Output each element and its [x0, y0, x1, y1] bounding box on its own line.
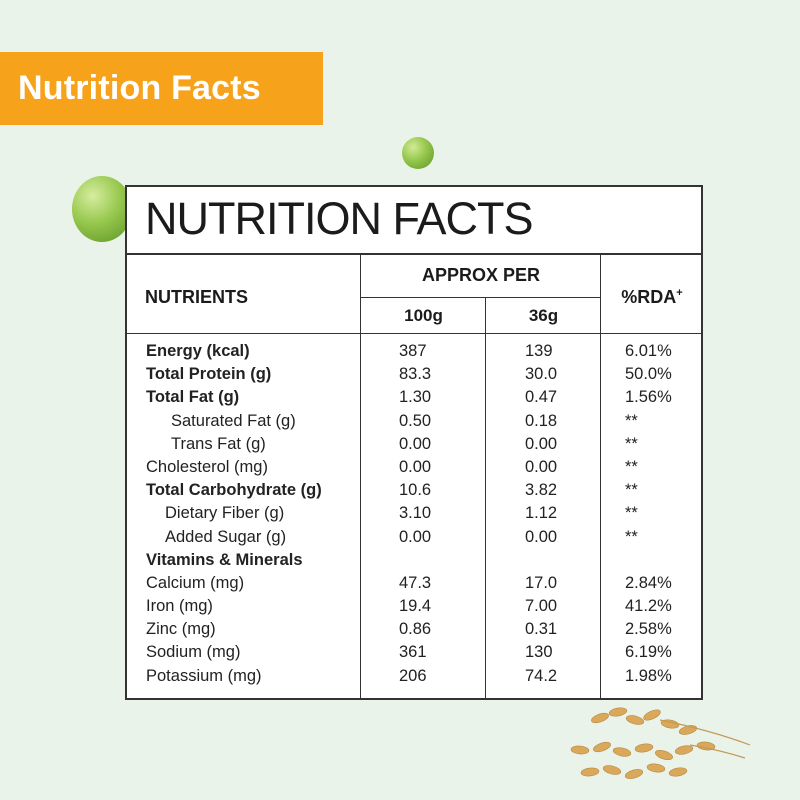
value-rda: ** — [625, 481, 638, 500]
value-36g: 139 — [525, 342, 553, 360]
table-row: Vitamins & Minerals — [127, 549, 703, 572]
divider-nutrients — [360, 255, 361, 698]
value-36g: 7.00 — [525, 597, 558, 616]
table-row: Dietary Fiber (g) 3.10 1.12 ** — [127, 502, 703, 525]
nutrient-name: Total Fat (g) — [146, 388, 240, 407]
table-row: Calcium (mg) 47.3 17.0 2.84% — [127, 572, 703, 595]
value-rda: ** — [625, 411, 638, 430]
value-100g: 47.3 — [399, 573, 432, 592]
nutrient-name: Sodium (mg) — [146, 643, 241, 662]
value-rda: 50.0% — [625, 365, 672, 384]
table-row: Potassium (mg) 206 74.2 1.98% — [127, 665, 703, 688]
grain-icon — [570, 707, 751, 779]
value-100g: 387 — [399, 342, 427, 360]
header-rda-mark: + — [676, 287, 683, 299]
value-100g: 361 — [399, 643, 427, 662]
value-rda: 41.2% — [625, 597, 672, 616]
panel-title: NUTRITION FACTS — [127, 187, 701, 255]
value-rda: 6.19% — [625, 643, 672, 662]
header-approx-per: APPROX PER — [421, 265, 541, 285]
table-row: Total Carbohydrate (g) 10.6 3.82 ** — [127, 479, 703, 502]
value-rda: 2.84% — [625, 573, 672, 592]
value-rda: 2.58% — [625, 620, 672, 639]
nutrient-name: Total Carbohydrate (g) — [146, 481, 322, 500]
value-36g: 1.12 — [525, 504, 558, 523]
divider-36g — [485, 333, 486, 698]
header-rda-label: %RDA — [621, 287, 677, 307]
header-rda: %RDA+ — [601, 287, 703, 308]
value-100g: 1.30 — [399, 388, 432, 407]
value-rda: 1.56% — [625, 388, 672, 407]
table-row: Added Sugar (g) 0.00 0.00 ** — [127, 526, 703, 549]
table-row: Energy (kcal) 387 139 6.01% — [127, 340, 703, 363]
nutrient-name: Dietary Fiber (g) — [165, 504, 285, 523]
header-100g: 100g — [404, 306, 443, 325]
nutrient-name: Energy (kcal) — [146, 342, 250, 360]
table-row: Zinc (mg) 0.86 0.31 2.58% — [127, 618, 703, 641]
header-36g: 36g — [528, 306, 559, 325]
value-rda: ** — [625, 504, 638, 523]
value-100g: 0.00 — [399, 434, 432, 453]
value-36g: 0.47 — [525, 388, 558, 407]
small-pea-icon — [402, 137, 434, 169]
table-row: Saturated Fat (g) 0.50 0.18 ** — [127, 410, 703, 433]
value-36g: 0.18 — [525, 411, 558, 430]
large-pea-icon — [72, 176, 132, 242]
value-100g: 0.00 — [399, 457, 432, 476]
value-36g: 0.00 — [525, 527, 558, 546]
value-36g: 130 — [525, 643, 553, 662]
value-100g: 0.50 — [399, 411, 432, 430]
value-36g: 0.00 — [525, 457, 558, 476]
nutrient-name: Calcium (mg) — [146, 573, 245, 592]
nutrient-rows: Energy (kcal) 387 139 6.01% Total Protei… — [127, 340, 703, 688]
table-row: Trans Fat (g) 0.00 0.00 ** — [127, 433, 703, 456]
value-36g: 30.0 — [525, 365, 558, 384]
section-heading: Vitamins & Minerals — [146, 550, 303, 569]
banner-title: Nutrition Facts — [18, 69, 261, 107]
nutrition-table-panel: NUTRITION FACTS NUTRIENTS APPROX PER 100… — [125, 185, 703, 700]
value-100g: 19.4 — [399, 597, 432, 616]
divider-rda — [600, 255, 601, 698]
nutrition-facts-banner: Nutrition Facts — [0, 52, 323, 125]
nutrient-name: Potassium (mg) — [146, 666, 262, 685]
divider-approx-header — [485, 297, 486, 333]
value-100g: 206 — [399, 666, 427, 685]
nutrient-name: Saturated Fat (g) — [171, 411, 296, 430]
table-row: Total Fat (g) 1.30 0.47 1.56% — [127, 386, 703, 409]
value-rda: 6.01% — [625, 342, 672, 360]
divider-header — [127, 333, 703, 334]
table-row: Iron (mg) 19.4 7.00 41.2% — [127, 595, 703, 618]
value-rda: 1.98% — [625, 666, 672, 685]
nutrient-name: Total Protein (g) — [146, 365, 272, 384]
divider-approx-sub — [360, 297, 600, 298]
value-36g: 74.2 — [525, 666, 558, 685]
nutrient-name: Cholesterol (mg) — [146, 457, 268, 476]
nutrient-name: Iron (mg) — [146, 597, 213, 616]
value-36g: 3.82 — [525, 481, 558, 500]
table-row: Cholesterol (mg) 0.00 0.00 ** — [127, 456, 703, 479]
value-100g: 83.3 — [399, 365, 432, 384]
value-100g: 10.6 — [399, 481, 432, 500]
value-100g: 3.10 — [399, 504, 432, 523]
value-100g: 0.00 — [399, 527, 432, 546]
value-rda: ** — [625, 457, 638, 476]
header-nutrients: NUTRIENTS — [145, 287, 248, 307]
value-rda: ** — [625, 527, 638, 546]
table-row: Sodium (mg) 361 130 6.19% — [127, 641, 703, 664]
nutrient-name: Zinc (mg) — [146, 620, 216, 639]
value-36g: 17.0 — [525, 573, 558, 592]
value-36g: 0.00 — [525, 434, 558, 453]
value-rda: ** — [625, 434, 638, 453]
value-100g: 0.86 — [399, 620, 432, 639]
nutrient-name: Added Sugar (g) — [165, 527, 287, 546]
nutrient-name: Trans Fat (g) — [171, 434, 266, 453]
value-36g: 0.31 — [525, 620, 558, 639]
table-row: Total Protein (g) 83.3 30.0 50.0% — [127, 363, 703, 386]
